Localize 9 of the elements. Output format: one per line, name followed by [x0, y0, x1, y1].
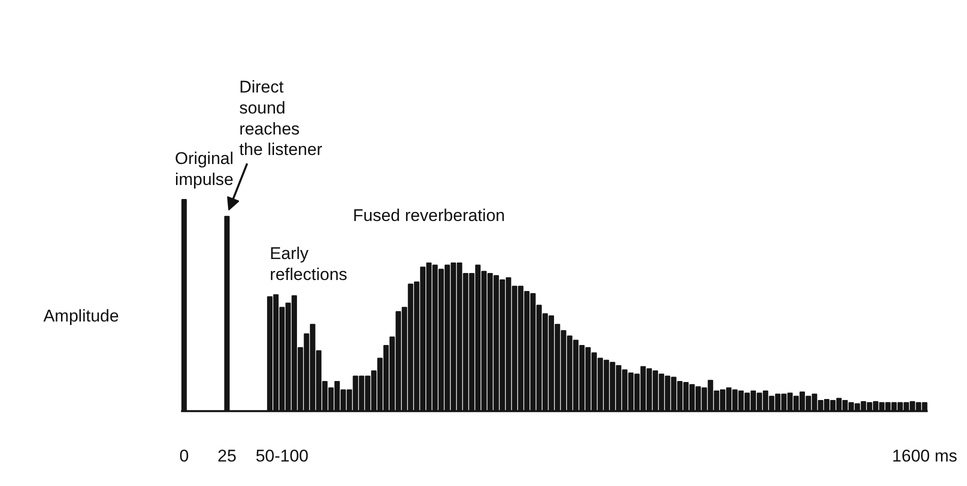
- x-tick-label: 1600 ms: [892, 446, 958, 466]
- x-tick-label: 50-100: [256, 446, 308, 466]
- annotation: Fused reverberation: [352, 206, 505, 225]
- x-tick-label: 25: [217, 446, 236, 466]
- y-axis-title: Amplitude: [43, 306, 119, 326]
- annotation: Direct sound reaches the listener: [239, 78, 323, 160]
- annotation: Original impulse: [174, 148, 234, 189]
- x-tick-label: 0: [179, 446, 189, 466]
- annotation: Early reflections: [270, 244, 348, 284]
